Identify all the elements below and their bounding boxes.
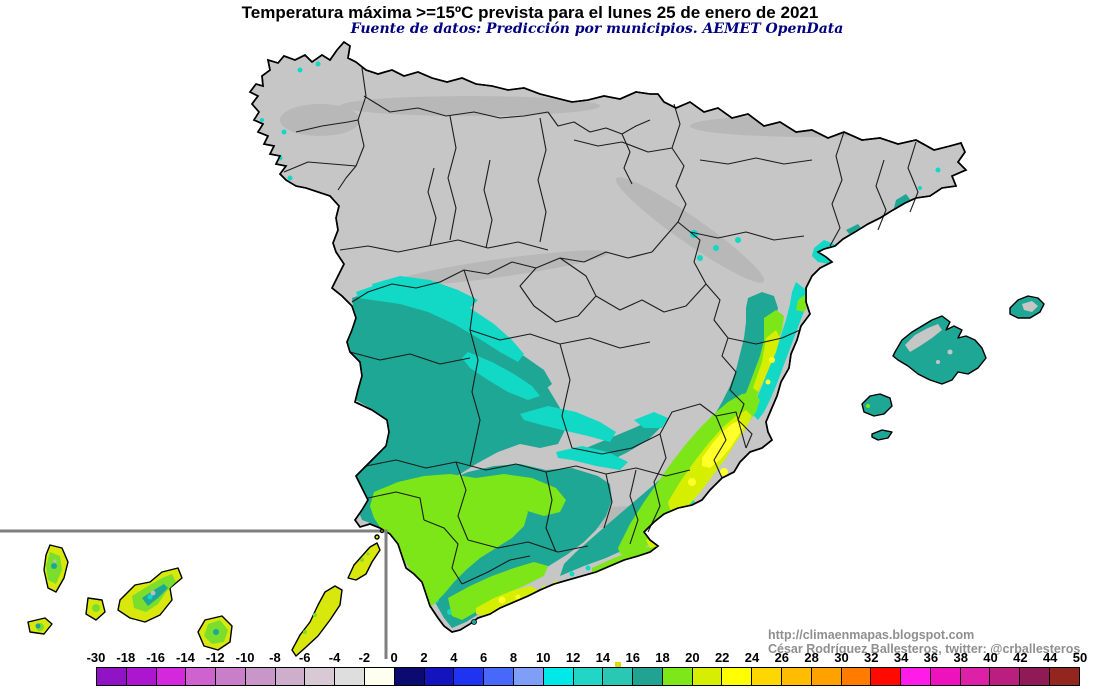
legend-cell	[97, 668, 126, 685]
legend-cell	[572, 668, 603, 685]
legend-label: 16	[625, 650, 640, 665]
legend-cell	[155, 668, 186, 685]
legend-cell	[602, 668, 633, 685]
legend-cell	[542, 668, 573, 685]
legend-cell	[453, 668, 484, 685]
mallorca	[892, 315, 987, 385]
legend-label: 38	[953, 650, 968, 665]
legend-bar	[96, 667, 1080, 686]
legend-cell	[423, 668, 454, 685]
balearic-islands	[861, 295, 1045, 441]
legend-cell	[125, 668, 156, 685]
legend-cell	[810, 668, 841, 685]
legend-cell	[393, 668, 424, 685]
legend-cell	[304, 668, 335, 685]
ibiza	[861, 393, 893, 417]
legend-label: 40	[983, 650, 998, 665]
legend-cell	[959, 668, 990, 685]
legend-cell	[632, 668, 662, 685]
legend-cell	[364, 668, 394, 685]
attribution: http://climaenmapas.blogspot.com César R…	[768, 628, 1080, 656]
legend-label: -12	[205, 650, 225, 665]
legend-label: -14	[176, 650, 195, 665]
legend-cell	[1019, 668, 1049, 685]
legend-label: 2	[420, 650, 428, 665]
formentera	[871, 429, 893, 441]
legend-label: -16	[146, 650, 166, 665]
legend-label: 12	[565, 650, 581, 665]
legend-cell	[751, 668, 781, 685]
legend-label: 0	[390, 650, 398, 665]
legend-cell	[989, 668, 1020, 685]
legend-cell	[244, 668, 275, 685]
inset-border	[0, 529, 388, 659]
legend-threshold-marker	[614, 662, 621, 668]
legend-label: 32	[864, 650, 879, 665]
legend-label: -30	[86, 650, 106, 665]
attribution-url: http://climaenmapas.blogspot.com	[768, 628, 975, 642]
temperature-legend: -30 -18 -16 -14 -12 -10 -8 -6 -4 -2 0 2 4 6 8 10 12 14 16 1…	[87, 650, 1088, 690]
legend-labels: -30 -18 -16 -14 -12 -10 -8 -6 -4 -2 0 2 4 6 8 10 12 14 16 1…	[87, 650, 1088, 666]
canary-inset	[0, 528, 388, 659]
legend-cell	[840, 668, 871, 685]
legend-label: -10	[235, 650, 255, 665]
legend-cell	[691, 668, 722, 685]
fuerteventura	[291, 585, 343, 657]
legend-label: -18	[116, 650, 136, 665]
legend-label: 26	[774, 650, 790, 665]
legend-cell	[780, 668, 811, 685]
legend-label: 50	[1072, 650, 1088, 665]
temp-layer-14-16	[260, 61, 941, 615]
legend-label: -4	[328, 650, 341, 665]
legend-cell	[274, 668, 305, 685]
legend-label: 22	[714, 650, 730, 665]
legend-cell	[1049, 668, 1079, 685]
legend-cell	[900, 668, 930, 685]
legend-label: -8	[269, 650, 281, 665]
legend-label: -2	[358, 650, 371, 665]
legend-cell	[483, 668, 513, 685]
legend-label: 4	[450, 650, 458, 665]
legend-label: 42	[1013, 650, 1028, 665]
legend-label: 20	[685, 650, 700, 665]
legend-label: 36	[923, 650, 939, 665]
legend-label: 34	[893, 650, 909, 665]
map-title: Temperatura máxima >=15ºC prevista para …	[241, 3, 819, 22]
ceuta	[471, 619, 477, 625]
legend-label: 10	[536, 650, 551, 665]
province-borders	[283, 67, 919, 585]
legend-cell	[334, 668, 365, 685]
legend-label: 28	[804, 650, 819, 665]
legend-cell	[929, 668, 960, 685]
legend-label: 44	[1042, 650, 1058, 665]
legend-cell	[215, 668, 245, 685]
legend-cell	[721, 668, 752, 685]
legend-label: 8	[509, 650, 518, 665]
map-subtitle: Fuente de datos: Predicción por municipi…	[350, 21, 844, 37]
legend-cell	[185, 668, 216, 685]
legend-cell	[870, 668, 901, 685]
legend-cell	[512, 668, 543, 685]
attribution-author: César Rodríguez Ballesteros, twitter: @c…	[768, 642, 1081, 656]
lanzarote	[347, 542, 381, 581]
legend-label: 6	[480, 650, 488, 665]
legend-label: 18	[655, 650, 670, 665]
legend-label: -6	[298, 650, 311, 665]
legend-cell	[661, 668, 692, 685]
legend-label: 30	[834, 650, 849, 665]
temperature-layers	[260, 61, 941, 628]
legend-label: 14	[595, 650, 611, 665]
legend-label: 24	[744, 650, 760, 665]
